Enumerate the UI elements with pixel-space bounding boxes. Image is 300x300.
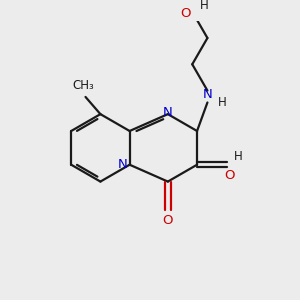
Text: H: H — [218, 96, 227, 109]
Text: CH₃: CH₃ — [73, 79, 94, 92]
Text: N: N — [202, 88, 212, 101]
Text: O: O — [163, 214, 173, 227]
Text: N: N — [163, 106, 173, 119]
Text: O: O — [181, 7, 191, 20]
Text: N: N — [118, 158, 127, 171]
Text: O: O — [224, 169, 235, 182]
Text: H: H — [200, 0, 208, 12]
Text: H: H — [234, 150, 242, 163]
